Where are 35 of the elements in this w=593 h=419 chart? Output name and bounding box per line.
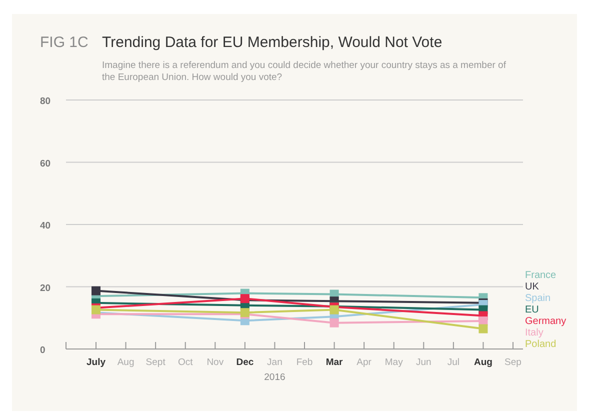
x-tick-label: Jul xyxy=(447,357,460,368)
point xyxy=(92,286,100,296)
y-tick-label: 20 xyxy=(40,282,51,294)
text: Italy xyxy=(525,328,544,338)
point xyxy=(330,305,339,314)
x-tick-label: Oct xyxy=(178,357,194,368)
y-tick-label: 60 xyxy=(40,158,51,170)
y-tick-label: 40 xyxy=(40,220,51,232)
text: Spain xyxy=(525,293,551,304)
x-tick-label: Aug xyxy=(474,357,493,368)
x-tick-label: Jun xyxy=(416,357,432,368)
x-axis-title: 2016 xyxy=(264,372,286,383)
x-tick-label: Sept xyxy=(146,357,166,368)
caption: FIG 1C xyxy=(40,34,89,51)
text: EU xyxy=(525,304,539,316)
y-tick-label: 0 xyxy=(40,345,46,356)
chart-title: Trending Data for EU Membership, Would Not Vote xyxy=(102,34,442,51)
x-tick-label: Feb xyxy=(296,357,313,368)
x-tick-label: Dec xyxy=(236,357,254,368)
text: France xyxy=(525,270,557,281)
x-tick-label: Sep xyxy=(504,357,522,368)
chart-subtitle: Imagine there is a referendum and you could decide whether your country stays as a member of the European Union. How would you vote? xyxy=(102,60,506,83)
text: Germany xyxy=(525,316,566,327)
x-tick-label: Jan xyxy=(267,357,282,368)
text: Poland xyxy=(525,339,556,350)
y-tick-label: 80 xyxy=(40,96,51,107)
x-tick-label: Mar xyxy=(326,357,344,368)
x-tick-label: Nov xyxy=(206,357,224,368)
point xyxy=(478,324,488,334)
text: UK xyxy=(525,282,540,292)
x-tick-label: Apr xyxy=(356,357,372,368)
point xyxy=(330,318,339,328)
x-tick-label: Aug xyxy=(117,357,134,368)
x-tick-label: July xyxy=(86,357,106,368)
x-tick-label: May xyxy=(384,357,404,368)
